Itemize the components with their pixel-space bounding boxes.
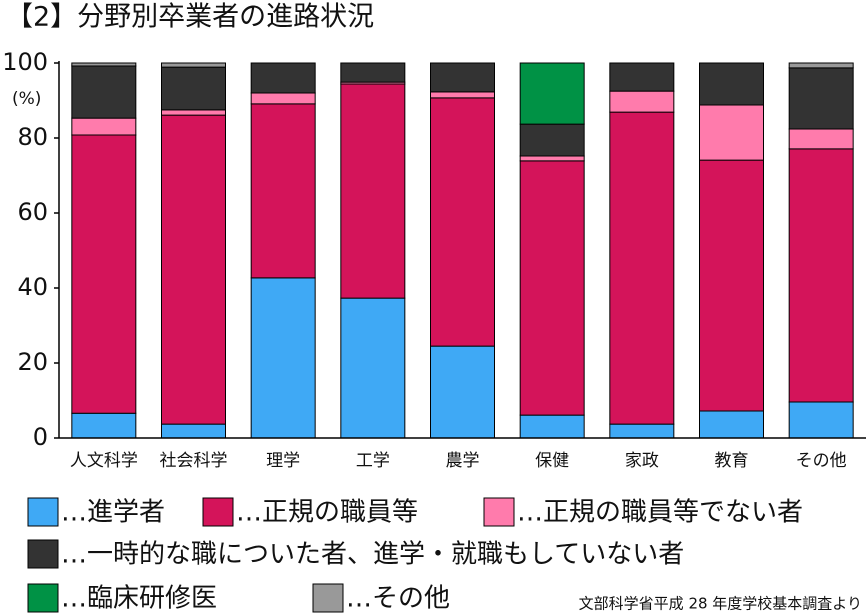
bar-segment [519, 155, 585, 162]
legend-swatch [312, 583, 344, 613]
bar-segment [519, 62, 585, 125]
bar-segment [71, 62, 137, 67]
legend-swatch [202, 497, 234, 527]
bar-segment [519, 414, 585, 439]
bar-segment [788, 128, 854, 150]
bar-segment [71, 412, 137, 439]
bar-segment [161, 423, 226, 439]
y-tick-label: 80 [17, 123, 48, 151]
bar-segment [699, 159, 764, 412]
bar-segment [609, 423, 675, 439]
bar-segment [250, 62, 316, 94]
x-tick-label: 保健 [535, 451, 569, 471]
x-tick-label: 家政 [625, 451, 659, 471]
y-tick-label: 100 [2, 48, 48, 76]
x-tick-label: 教育 [715, 451, 749, 471]
bar-segment [250, 277, 316, 439]
y-tick-label: 60 [17, 198, 48, 226]
legend-label: …臨床研修医 [61, 584, 217, 614]
legend-swatch [27, 583, 59, 613]
bar-segment [788, 62, 854, 69]
bar-segment [71, 65, 137, 119]
bar-segment [609, 62, 675, 92]
x-tick-label: その他 [796, 451, 847, 471]
bar-segment [340, 83, 406, 299]
bar-segment [699, 62, 764, 106]
legend-label: …進学者 [61, 498, 165, 528]
bar-segment [788, 148, 854, 403]
legend-label: …正規の職員等でない者 [517, 498, 803, 528]
y-unit: (%) [12, 89, 41, 109]
legend-swatch [27, 497, 59, 527]
bar-segment [250, 92, 316, 105]
legend-swatch [483, 497, 515, 527]
bar-segment [430, 345, 495, 439]
bar-segment [609, 90, 675, 113]
bar-segment [519, 123, 585, 157]
bar-segment [609, 111, 675, 425]
x-tick-label: 理学 [266, 451, 300, 471]
legend-swatch [27, 539, 59, 569]
legend-label: …一時的な職についた者、進学・就職もしていない者 [61, 540, 684, 570]
bar-segment [788, 401, 854, 439]
bar-segment [788, 67, 854, 130]
x-tick-label: 社会科学 [160, 451, 228, 471]
bar-segment [340, 297, 406, 439]
bar-segment [430, 62, 495, 93]
chart-title: 【2】分野別卒業者の進路状況 [6, 2, 374, 33]
bar-segment [71, 134, 137, 414]
x-tick-label: 人文科学 [70, 451, 138, 471]
bar-segment [519, 160, 585, 416]
x-tick-label: 農学 [446, 451, 480, 471]
bar-segment [430, 97, 495, 347]
bar-segment [161, 66, 226, 111]
y-tick-label: 20 [17, 348, 48, 376]
legend-label: …その他 [346, 584, 450, 614]
bar-segment [71, 117, 137, 136]
bar-segment [340, 62, 406, 83]
legend-label: …正規の職員等 [236, 498, 418, 528]
y-tick-label: 40 [17, 273, 48, 301]
source-note: 文部科学省平成 28 年度学校基本調査より [579, 595, 862, 613]
bar-segment [699, 104, 764, 161]
bar-segment [161, 109, 226, 116]
bar-segment [699, 410, 764, 439]
bar-segment [161, 62, 226, 68]
y-tick-label: 0 [33, 423, 48, 451]
bar-segment [430, 91, 495, 99]
bar-segment [161, 114, 226, 425]
x-tick-label: 工学 [356, 451, 390, 471]
bar-segment [250, 103, 316, 279]
